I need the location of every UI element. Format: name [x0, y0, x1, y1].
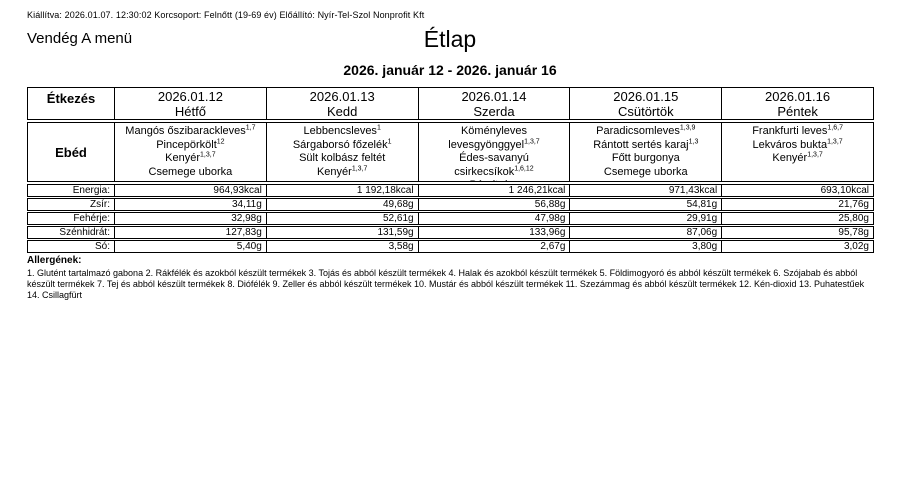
nutrition-value: 49,68g	[266, 198, 419, 211]
nutrition-row-szenhidrat: Szénhidrát: 127,83g 131,59g 133,96g 87,0…	[27, 226, 874, 239]
meal-item: Kenyér1,3,7	[316, 164, 368, 178]
header-date: 2026.01.13	[309, 89, 375, 104]
nutrition-value: 2,67g	[418, 240, 571, 253]
nutrition-value: 32,98g	[115, 212, 267, 225]
page-title: Étlap	[423, 26, 477, 52]
column-header-day-0: 2026.01.12 Hétfő	[115, 87, 267, 120]
nutrition-row-so: Só: 5,40g 3,58g 2,67g 3,80g 3,02g	[27, 240, 874, 253]
allergens-title: Allergének:	[27, 255, 82, 266]
header-weekday: Szerda	[473, 104, 515, 119]
nutrition-label: Zsír:	[27, 198, 115, 211]
nutrition-label: Szénhidrát:	[27, 226, 115, 239]
nutrition-value: 56,88g	[418, 198, 571, 211]
table-header-row: Étkezés 2026.01.12 Hétfő 2026.01.13 Kedd…	[27, 87, 874, 120]
nutrition-value: 47,98g	[418, 212, 571, 225]
meal-item: Kenyér1,3,7	[165, 151, 216, 164]
date-range: 2026. január 12 - 2026. január 16	[343, 62, 557, 78]
meal-item: Mangós őszibarackleves1,7	[125, 124, 256, 137]
menu-table: Étkezés 2026.01.12 Hétfő 2026.01.13 Kedd…	[27, 87, 874, 253]
meal-item: Rántott sertés karaj1,3	[593, 137, 699, 151]
meal-cell-day-2: Köményleves levesgyönggyel1,3,7 Édes-sava…	[418, 122, 571, 182]
nutrition-value: 3,80g	[570, 240, 723, 253]
nutrition-value: 5,40g	[115, 240, 267, 253]
meal-item: Csemege uborka	[603, 165, 688, 178]
allergen-superscript: 1	[387, 137, 392, 145]
nutrition-value: 52,61g	[266, 212, 419, 225]
meal-cell-day-0: Mangós őszibarackleves1,7 Pincepörkölt12 K…	[115, 122, 267, 182]
header-date: 2026.01.15	[613, 89, 679, 104]
nutrition-value: 87,06g	[570, 226, 723, 239]
header-weekday: Hétfő	[174, 104, 206, 119]
nutrition-value: 133,96g	[418, 226, 571, 239]
meal-cell-day-4: Frankfurti leves1,6,7 Lekváros bukta1,3,7…	[722, 122, 874, 182]
header-weekday: Csütörtök	[617, 104, 674, 119]
meal-item: Pincepörkölt12	[156, 137, 225, 151]
nutrition-row-zsir: Zsír: 34,11g 49,68g 56,88g 54,81g 21,76g	[27, 198, 874, 211]
allergens-legend: 1. Glutént tartalmazó gabona 2. Rákfélék…	[27, 268, 865, 300]
nutrition-value: 54,81g	[570, 198, 723, 211]
nutrition-value: 3,58g	[266, 240, 419, 253]
header-date: 2026.01.12	[157, 89, 223, 104]
nutrition-value: 3,02g	[722, 240, 874, 253]
header-weekday: Péntek	[777, 104, 818, 119]
header-date: 2026.01.14	[461, 89, 527, 104]
column-header-day-2: 2026.01.14 Szerda	[418, 87, 571, 120]
meal-item: Édes-savanyú csirkecsíkok1,6,12	[454, 152, 534, 178]
column-header-day-4: 2026.01.16 Péntek	[722, 87, 874, 120]
allergen-superscript: 12	[216, 137, 225, 145]
allergen-superscript: 1,3,9	[679, 124, 696, 132]
nutrition-value: 25,80g	[722, 212, 874, 225]
meal-row-label: Ebéd	[27, 122, 115, 182]
column-header-day-1: 2026.01.13 Kedd	[266, 87, 419, 120]
nutrition-value: 29,91g	[570, 212, 723, 225]
nutrition-label: Fehérje:	[27, 212, 115, 225]
header-weekday: Kedd	[327, 104, 358, 119]
allergen-superscript: 1,3,7	[524, 137, 540, 145]
meal-item: Főtt burgonya	[611, 152, 680, 164]
nutrition-label: Energia:	[27, 184, 115, 197]
nutrition-label: Só:	[27, 240, 115, 253]
allergen-superscript: 1,3,7	[351, 164, 368, 172]
nutrition-value: 971,43kcal	[570, 184, 723, 197]
nutrition-value: 127,83g	[115, 226, 267, 239]
allergen-superscript: 1,7	[245, 124, 256, 132]
meal-item: Párolt rizs	[419, 179, 570, 181]
nutrition-value: 34,11g	[115, 198, 267, 211]
meal-item: Csemege uborka	[148, 165, 233, 178]
menu-name: Vendég A menü	[27, 30, 133, 47]
nutrition-row-energia: Energia: 964,93kcal 1 192,18kcal 1 246,2…	[27, 184, 874, 197]
column-header-day-3: 2026.01.15 Csütörtök	[570, 87, 723, 120]
allergen-superscript: 1,6,7	[827, 124, 843, 132]
allergen-superscript: 1	[376, 124, 381, 132]
nutrition-value: 131,59g	[266, 226, 419, 239]
column-header-meal: Étkezés	[27, 87, 115, 120]
meal-item: Paradicsomleves1,3,9	[596, 124, 696, 137]
meal-item: Kenyér1,3,7	[772, 151, 823, 164]
meal-item: Lebbencsleves1	[303, 124, 381, 137]
meal-cell-day-3: Paradicsomleves1,3,9 Rántott sertés karaj…	[570, 122, 723, 182]
allergen-superscript: 1,3	[688, 137, 699, 145]
meal-item: Lekváros bukta1,3,7	[752, 137, 843, 151]
document-meta: Kiállítva: 2026.01.07. 12:30:02 Korcsopo…	[27, 10, 425, 20]
meal-cell-day-1: Lebbencsleves1 Sárgaborsó főzelék1 Sült ko…	[266, 122, 419, 182]
meal-row: Ebéd Mangós őszibarackleves1,7 Pincepörkö…	[27, 122, 874, 182]
allergens-section: Allergének: 1. Glutént tartalmazó gabona…	[27, 255, 874, 301]
nutrition-row-feherje: Fehérje: 32,98g 52,61g 47,98g 29,91g 25,…	[27, 212, 874, 225]
meal-item: Frankfurti leves1,6,7	[752, 124, 843, 137]
nutrition-value: 964,93kcal	[115, 184, 267, 197]
nutrition-value: 693,10kcal	[722, 184, 874, 197]
nutrition-value: 21,76g	[722, 198, 874, 211]
allergen-superscript: 1,3,7	[200, 151, 216, 159]
meal-item: Sült kolbász feltét	[299, 152, 386, 164]
meal-item: Sárgaborsó főzelék1	[292, 137, 392, 151]
allergen-superscript: 1,6,12	[514, 164, 534, 172]
nutrition-value: 95,78g	[722, 226, 874, 239]
nutrition-value: 1 192,18kcal	[266, 184, 419, 197]
allergen-superscript: 1,3,7	[807, 151, 823, 159]
header-date: 2026.01.16	[765, 89, 831, 104]
allergen-superscript: 1,3,7	[827, 137, 843, 145]
nutrition-value: 1 246,21kcal	[418, 184, 571, 197]
meal-item: Köményleves levesgyönggyel1,3,7	[448, 125, 540, 151]
